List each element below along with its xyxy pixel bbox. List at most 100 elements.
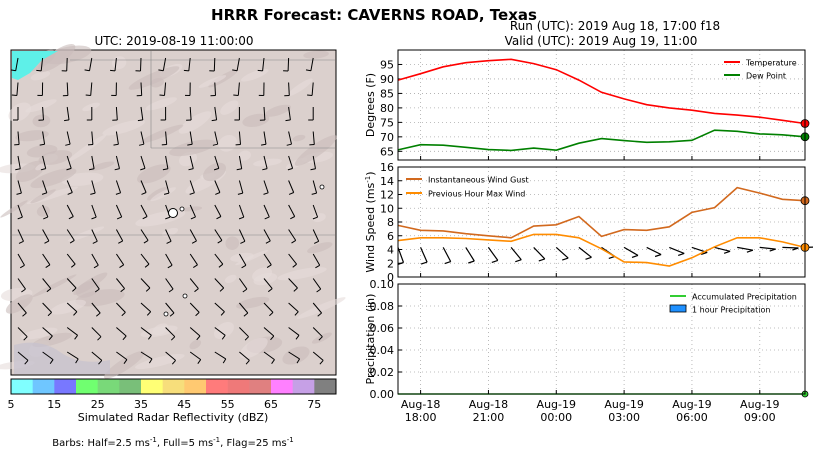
panel-frame <box>397 49 806 161</box>
barb-shaft <box>238 229 246 242</box>
y-tick-label: 0.06 <box>370 322 395 335</box>
wind-barb <box>17 351 29 365</box>
wind-barb <box>263 253 272 269</box>
barb-feather <box>141 192 147 195</box>
wind-barb <box>312 278 322 293</box>
wind-barb <box>213 155 220 171</box>
barb-shaft <box>263 278 273 289</box>
barb-feather <box>94 288 100 293</box>
barb-shaft <box>213 57 216 72</box>
wind-barbs <box>10 57 324 365</box>
wind-barb-feather <box>585 256 592 260</box>
wind-barb <box>623 246 639 256</box>
barb-shaft <box>236 57 240 71</box>
barb-feather <box>84 69 90 72</box>
barb-shaft <box>214 302 225 313</box>
terrain-shade <box>136 164 171 184</box>
wind-barb <box>140 180 147 195</box>
water-body <box>14 342 110 374</box>
barb-feather <box>145 287 151 292</box>
city-marker <box>182 293 188 299</box>
wind-barb <box>782 246 799 249</box>
wind-barb <box>110 57 117 72</box>
barb-feather <box>285 119 291 122</box>
map-panel <box>0 43 346 379</box>
wind-barb <box>189 278 199 293</box>
barb-feather <box>93 264 99 269</box>
wind-barb <box>263 180 269 195</box>
terrain-shade <box>178 111 212 134</box>
barb-feather <box>267 288 273 293</box>
barb-shaft <box>66 204 74 217</box>
terrain-shade <box>198 75 227 88</box>
barb-feather <box>68 216 74 220</box>
colorbar: 5 15 25 35 45 55 65 75 <box>8 378 337 411</box>
barb-shaft <box>42 351 54 361</box>
barb-feather <box>243 312 249 317</box>
wind-barb <box>62 82 69 97</box>
barb-shaft <box>115 229 124 242</box>
wind-barb <box>312 327 323 341</box>
y-tick-label: 75 <box>380 116 394 129</box>
barb-shaft <box>66 180 73 193</box>
barb-feather <box>261 143 267 146</box>
barb-feather <box>219 287 225 292</box>
wind-barb <box>312 351 324 365</box>
y-tick-label: 65 <box>380 145 394 158</box>
wind-barb <box>533 246 546 260</box>
legend-label: Instantaneous Wind Gust <box>428 176 529 185</box>
barb-feather <box>291 239 296 244</box>
wind-barb <box>140 351 153 364</box>
series-line <box>397 233 806 267</box>
legend-label: Temperature <box>745 59 797 68</box>
wind-barb <box>64 106 70 122</box>
barb-shaft <box>91 253 99 266</box>
barb-feather <box>238 216 244 220</box>
wind-barb <box>232 57 240 72</box>
terrain-shade <box>30 71 51 81</box>
barb-shaft <box>288 180 295 193</box>
wind-barb-feather <box>444 261 451 265</box>
barb-shaft <box>116 351 128 361</box>
wind-barb-feather <box>723 250 731 254</box>
wind-barb-feather <box>515 259 522 263</box>
barb-feather <box>315 264 320 269</box>
barb-feather <box>119 264 124 269</box>
wind-barb <box>140 204 148 220</box>
barb-shaft <box>17 180 22 194</box>
barb-shaft <box>263 204 270 218</box>
barb-shaft <box>189 327 201 337</box>
terrain-shade <box>30 168 77 189</box>
wind-barb <box>187 131 193 146</box>
barb-shaft <box>312 278 322 290</box>
barb-feather <box>288 192 294 195</box>
wind-barb <box>578 246 592 258</box>
barb-feather <box>23 336 28 341</box>
terrain-shade <box>145 97 177 111</box>
wind-barb <box>165 327 176 341</box>
y-tick-label: 2 <box>387 257 394 270</box>
barb-shaft <box>288 131 292 145</box>
barb-feather <box>293 287 298 292</box>
barb-feather <box>162 168 168 171</box>
barb-shaft <box>288 278 298 289</box>
barb-feather <box>218 263 224 268</box>
barb-shaft <box>140 229 149 241</box>
barb-shaft <box>91 131 94 145</box>
wind-barb <box>115 180 122 195</box>
terrain-shade <box>152 323 169 336</box>
terrain-shade <box>67 134 107 162</box>
barb-shaft <box>214 155 220 169</box>
terrain-shade <box>150 187 177 202</box>
barb-feather <box>10 69 16 72</box>
wind-barb <box>91 204 97 220</box>
barb-feather <box>294 311 299 316</box>
wind-barb <box>163 180 170 195</box>
colorbar-tick-label: 35 <box>134 398 148 411</box>
barb-shaft <box>115 253 125 266</box>
barb-shaft <box>312 180 318 194</box>
wind-barb <box>646 246 662 256</box>
wind-barb <box>16 180 22 195</box>
wind-barb <box>714 246 731 252</box>
